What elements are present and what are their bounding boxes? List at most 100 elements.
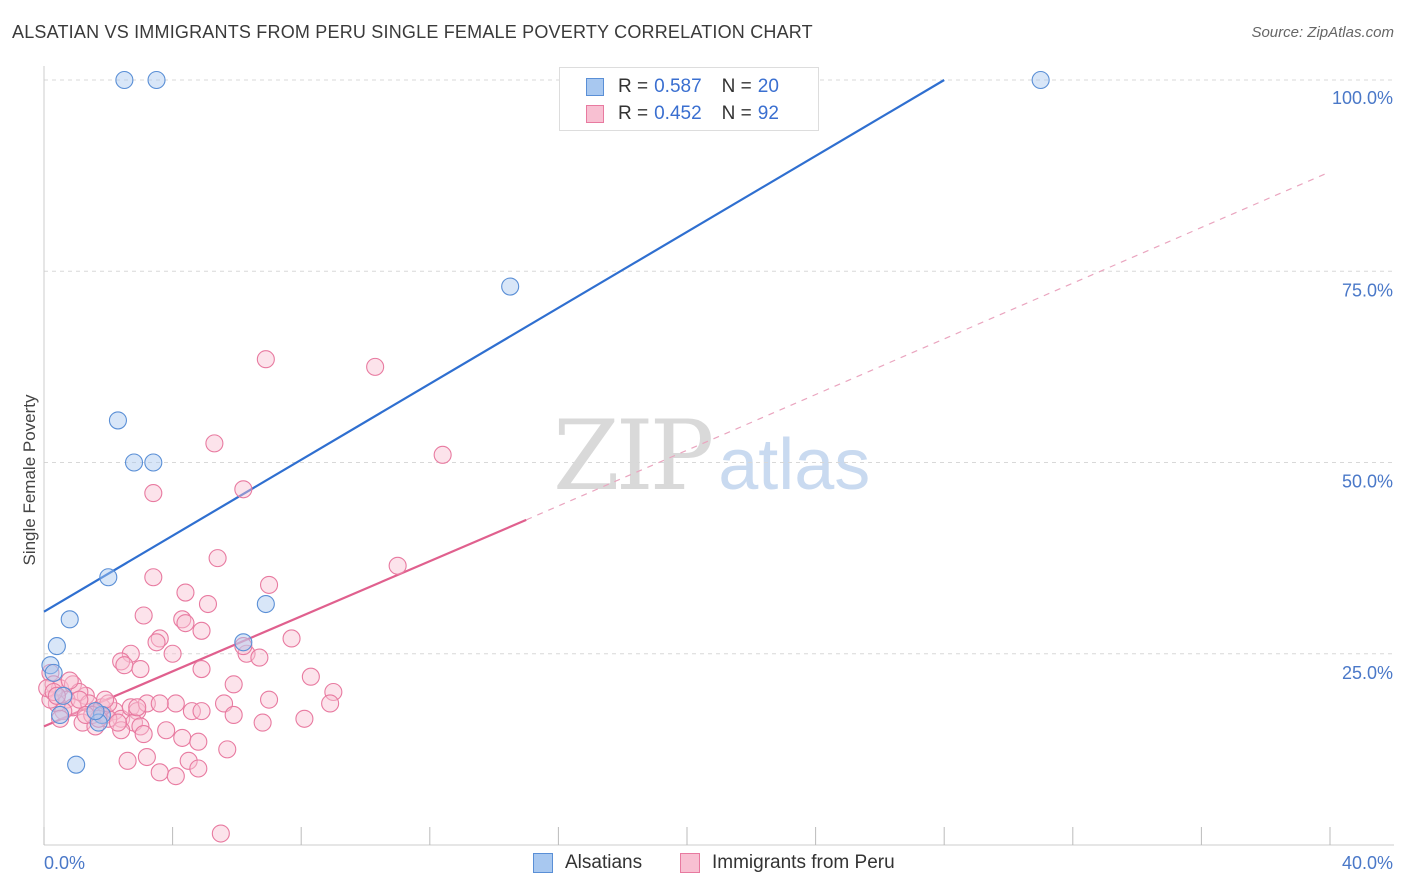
point-peru [205, 434, 224, 453]
point-alsatians [86, 702, 105, 721]
point-alsatians [501, 277, 520, 296]
legend-swatch-alsatians [533, 853, 553, 873]
point-peru [150, 763, 169, 782]
watermark-zip: ZIP [553, 400, 714, 512]
point-peru [166, 767, 185, 786]
point-peru [118, 751, 137, 770]
legend-n-value: 92 [757, 103, 779, 124]
point-alsatians [44, 663, 63, 682]
point-peru [108, 713, 127, 732]
point-peru [259, 575, 279, 594]
point-peru [295, 709, 314, 728]
point-peru [282, 629, 301, 648]
point-alsatians [89, 713, 108, 732]
point-peru [150, 694, 169, 713]
point-alsatians [124, 453, 144, 472]
point-peru [176, 614, 195, 633]
legend-label-alsatians: Alsatians [565, 852, 643, 873]
point-peru [224, 705, 243, 725]
point-alsatians [147, 70, 166, 90]
point-peru [144, 484, 163, 503]
correlation-legend: R = 0.587 N = 20 R = 0.452 N = 92 [559, 67, 819, 131]
point-peru [134, 606, 153, 625]
legend-n-label: N = [721, 76, 752, 97]
point-peru [211, 824, 230, 843]
legend-item-alsatians: Alsatians [533, 852, 642, 874]
point-alsatians [234, 633, 253, 652]
legend-item-peru: Immigrants from Peru [680, 852, 895, 874]
legend-r-value: 0.452 [654, 103, 702, 124]
point-alsatians [67, 755, 86, 774]
point-alsatians [256, 594, 275, 614]
point-peru [253, 713, 272, 732]
point-peru [70, 690, 89, 709]
point-peru [224, 675, 243, 694]
point-peru [256, 350, 275, 369]
point-peru [208, 549, 227, 568]
y-axis-label-wrap: Single Female Poverty [18, 200, 42, 760]
point-peru [234, 480, 253, 499]
point-peru [163, 644, 182, 663]
point-peru [176, 583, 195, 602]
point-peru [250, 648, 269, 667]
legend-r-label: R = [618, 76, 649, 97]
point-peru [301, 667, 320, 686]
point-peru [189, 759, 208, 778]
point-alsatians [108, 411, 127, 430]
legend-row-alsatians: R = 0.587 N = 20 [586, 75, 779, 99]
point-alsatians [144, 453, 163, 472]
point-peru [234, 637, 253, 656]
point-peru [218, 740, 237, 759]
point-peru [131, 659, 150, 679]
point-peru [157, 721, 176, 740]
trend-line-alsatians [43, 79, 945, 613]
axes [43, 66, 1394, 846]
y-tick-label: 100.0% [1332, 88, 1393, 108]
y-tick-label: 75.0% [1342, 280, 1393, 300]
point-peru [137, 747, 156, 767]
trend-line-extended-peru [526, 171, 1331, 521]
point-alsatians [47, 637, 66, 656]
point-peru [198, 594, 218, 614]
point-peru [182, 702, 201, 721]
point-peru [115, 656, 134, 675]
point-peru [189, 732, 208, 751]
point-peru [433, 445, 452, 464]
legend-r-value: 0.587 [654, 76, 702, 97]
point-peru [179, 751, 198, 770]
grid-lines [44, 79, 1394, 655]
watermark-atlas: atlas [718, 425, 871, 505]
x-tick-label-max: 40.0% [1342, 853, 1393, 873]
legend-r-label: R = [618, 103, 649, 124]
legend-n-value: 20 [757, 76, 779, 97]
point-peru [60, 671, 79, 690]
legend-label-peru: Immigrants from Peru [712, 852, 895, 873]
point-alsatians [115, 70, 134, 90]
point-alsatians [99, 568, 118, 587]
point-alsatians [1031, 70, 1050, 90]
point-alsatians [60, 610, 79, 629]
point-peru [128, 702, 147, 721]
point-peru [134, 725, 153, 744]
point-alsatians [54, 686, 73, 705]
trend-line-peru [43, 518, 527, 728]
point-peru [192, 702, 211, 721]
trend-lines [43, 79, 1331, 728]
point-peru [173, 728, 192, 747]
point-peru [121, 644, 140, 663]
y-tick-label: 50.0% [1342, 472, 1393, 492]
x-tick-label-min: 0.0% [44, 853, 85, 873]
point-peru [324, 682, 343, 702]
point-peru [137, 694, 156, 713]
point-alsatians [51, 705, 70, 725]
point-peru [366, 357, 385, 376]
legend-n-label: N = [721, 103, 752, 124]
tick-labels: 25.0% 50.0% 75.0% 100.0% 0.0% 40.0% [44, 88, 1393, 873]
y-tick-label: 25.0% [1342, 663, 1393, 683]
point-peru [51, 709, 70, 728]
point-peru [259, 690, 279, 709]
legend-row-peru: R = 0.452 N = 92 [586, 102, 779, 126]
point-peru [47, 686, 66, 705]
legend-swatch-pink [586, 105, 604, 123]
